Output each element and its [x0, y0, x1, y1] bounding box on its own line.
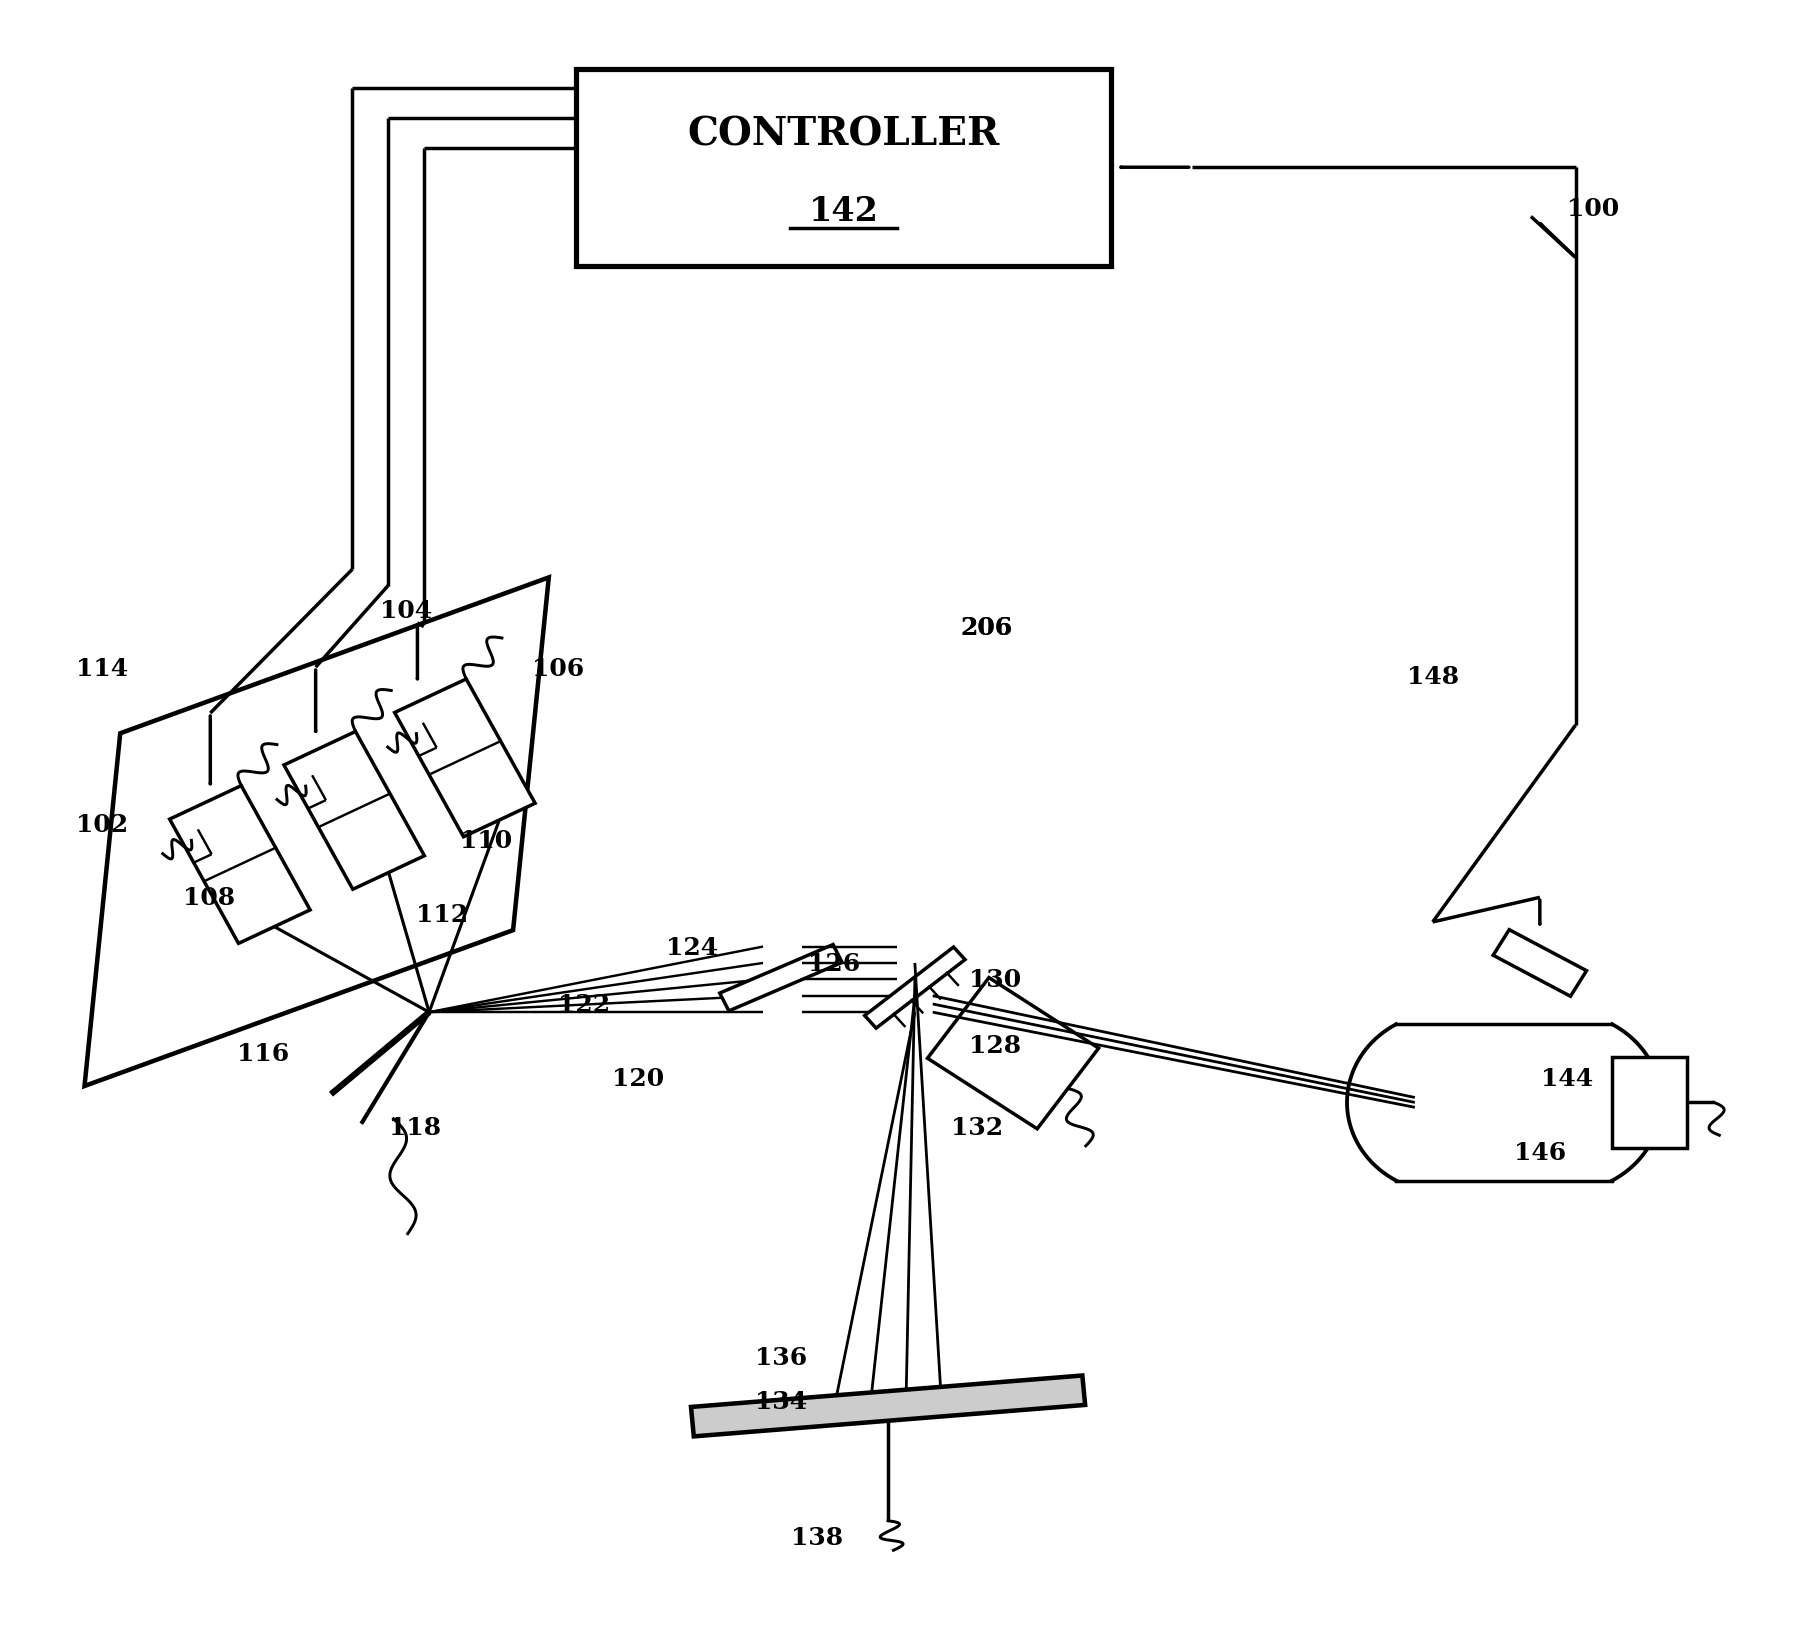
- Text: 138: 138: [791, 1526, 843, 1549]
- Text: 206: 206: [960, 615, 1012, 639]
- Text: 118: 118: [389, 1116, 441, 1139]
- Text: 136: 136: [755, 1345, 807, 1369]
- Text: 100: 100: [1568, 198, 1620, 221]
- Polygon shape: [691, 1376, 1085, 1437]
- Text: 114: 114: [77, 656, 129, 681]
- Polygon shape: [395, 679, 535, 837]
- Text: 134: 134: [755, 1389, 807, 1412]
- Polygon shape: [283, 732, 425, 890]
- Text: 106: 106: [531, 656, 583, 681]
- Polygon shape: [1493, 929, 1586, 997]
- Text: 126: 126: [809, 951, 861, 976]
- Polygon shape: [927, 977, 1098, 1129]
- Polygon shape: [719, 944, 841, 1012]
- Text: 116: 116: [237, 1042, 289, 1066]
- Text: 132: 132: [951, 1116, 1003, 1139]
- Text: 120: 120: [612, 1066, 664, 1089]
- Text: 102: 102: [77, 812, 129, 836]
- Text: 142: 142: [809, 194, 879, 227]
- Text: 206: 206: [960, 615, 1012, 639]
- Text: 122: 122: [558, 992, 610, 1017]
- Text: CONTROLLER: CONTROLLER: [687, 115, 999, 153]
- Polygon shape: [170, 786, 310, 944]
- Text: 124: 124: [666, 934, 718, 959]
- Text: 104: 104: [380, 598, 432, 623]
- Text: 146: 146: [1514, 1140, 1566, 1163]
- Text: 130: 130: [969, 967, 1021, 992]
- Text: 128: 128: [969, 1033, 1021, 1058]
- Text: 144: 144: [1541, 1066, 1593, 1089]
- Text: 148: 148: [1406, 664, 1459, 689]
- Text: 108: 108: [183, 885, 235, 910]
- Polygon shape: [84, 578, 549, 1086]
- Bar: [576, 69, 1110, 267]
- Text: 110: 110: [461, 829, 513, 852]
- Text: 112: 112: [416, 901, 468, 926]
- Polygon shape: [1613, 1058, 1686, 1149]
- Polygon shape: [865, 948, 965, 1028]
